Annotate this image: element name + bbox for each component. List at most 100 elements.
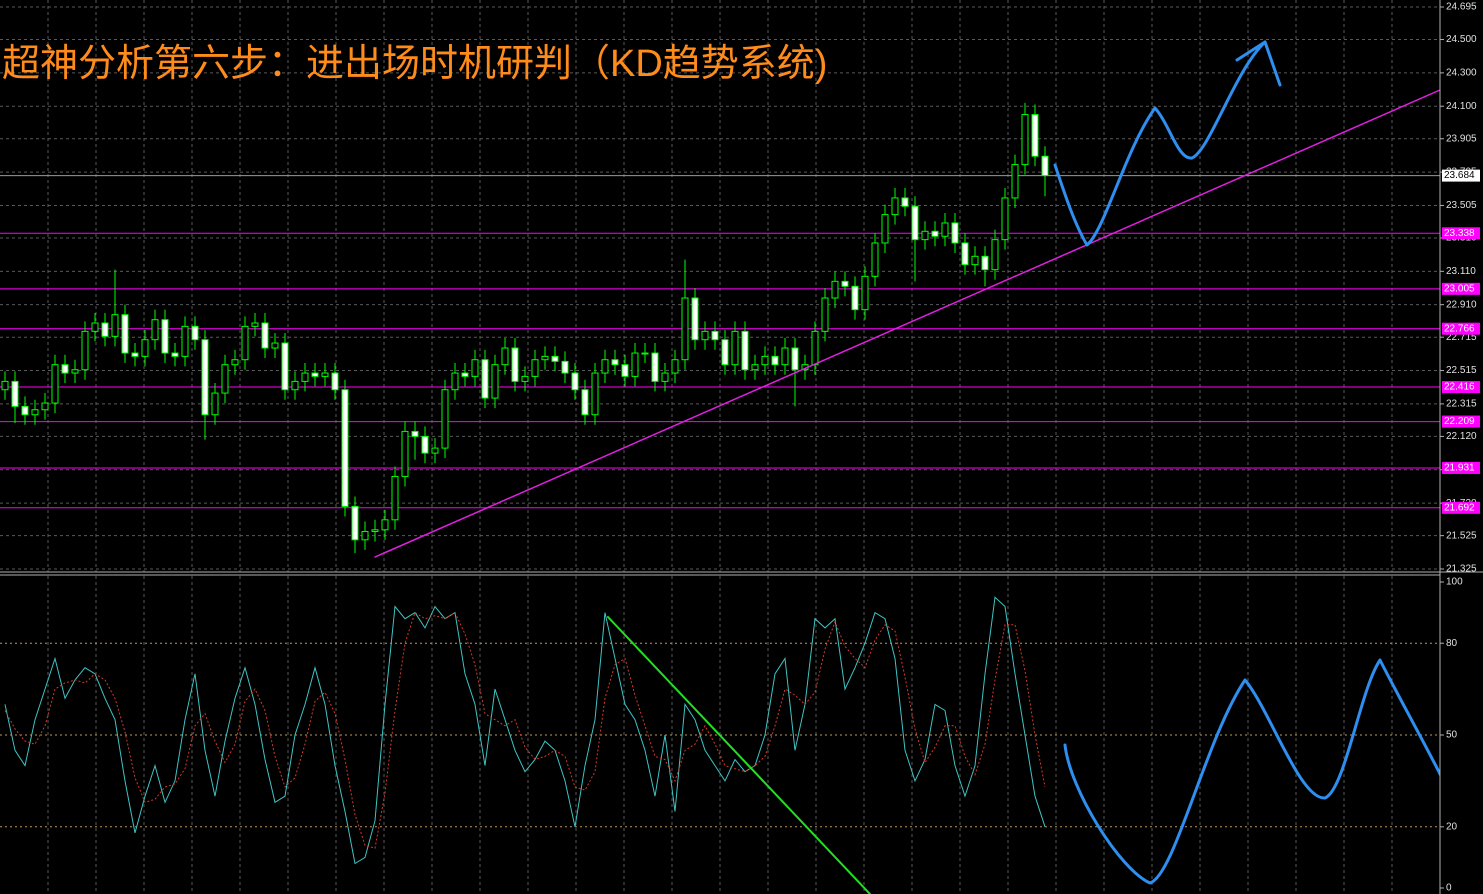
- candle-body: [691, 297, 699, 341]
- candle-body: [341, 389, 349, 507]
- candle-body: [971, 255, 979, 266]
- level-label: 21.692: [1444, 502, 1475, 513]
- level-tag: [1442, 461, 1480, 474]
- candle-body: [501, 347, 509, 366]
- candle-body: [891, 197, 899, 216]
- candle-body: [431, 447, 439, 454]
- candle-body: [641, 352, 649, 355]
- y-tick-label: 24.300: [1446, 68, 1477, 79]
- level-label: 23.005: [1444, 283, 1475, 294]
- trend-line: [374, 89, 1441, 558]
- candle-body: [321, 372, 329, 377]
- y-tick-label: 21.525: [1446, 530, 1477, 541]
- candle-body: [251, 322, 259, 327]
- candle-body: [601, 359, 609, 374]
- y-tick-label: 22.715: [1446, 332, 1477, 343]
- candle-body: [461, 372, 469, 377]
- candle-body: [221, 364, 229, 394]
- candle-body: [631, 352, 639, 377]
- candle-body: [141, 339, 149, 357]
- candle-body: [421, 435, 429, 454]
- candle-body: [941, 222, 949, 237]
- level-label: 22.766: [1444, 323, 1475, 334]
- y-tick-label: 0: [1446, 883, 1452, 894]
- levels: [0, 175, 1440, 509]
- last-price-tag: [1442, 169, 1480, 182]
- candle-body: [531, 359, 539, 377]
- candle-body: [451, 372, 459, 391]
- kd-trend-line: [607, 616, 871, 894]
- candle-body: [291, 380, 299, 391]
- candle-body: [401, 430, 409, 477]
- candle-body: [781, 347, 789, 366]
- drawings: [374, 40, 1467, 894]
- candle-body: [361, 530, 369, 541]
- candle-body: [211, 392, 219, 416]
- candle-body: [161, 319, 169, 354]
- candle-body: [201, 339, 209, 416]
- axis-background: [1440, 0, 1483, 894]
- candle-body: [561, 360, 569, 374]
- candle-body: [841, 280, 849, 287]
- candle-body: [711, 330, 719, 341]
- candle-body: [171, 352, 179, 357]
- candle-body: [951, 222, 959, 244]
- candle-body: [651, 352, 659, 382]
- y-tick-label: 20: [1446, 821, 1458, 832]
- candle-body: [131, 352, 139, 357]
- y-tick-label: 22.120: [1446, 431, 1477, 442]
- candle-body: [981, 255, 989, 271]
- y-tick-label: 24.100: [1446, 101, 1477, 112]
- candle-body: [151, 319, 159, 341]
- hand-drawing: [1053, 40, 1267, 247]
- candle-body: [411, 430, 419, 437]
- candle-body: [741, 330, 749, 371]
- y-tick-label: 100: [1446, 577, 1463, 588]
- candle-body: [811, 330, 819, 366]
- candle-body: [1001, 197, 1009, 241]
- y-tick-label: 23.505: [1446, 200, 1477, 211]
- candle-body: [611, 359, 619, 366]
- candle-body: [911, 205, 919, 241]
- y-tick-label: 24.695: [1446, 2, 1477, 13]
- candle-body: [241, 325, 249, 361]
- candle-body: [871, 242, 879, 277]
- candle-body: [571, 372, 579, 391]
- y-tick-label: 24.500: [1446, 34, 1477, 45]
- candle-body: [851, 285, 859, 311]
- candle-body: [1021, 114, 1029, 166]
- y-tick-label: 80: [1446, 638, 1458, 649]
- level-tag: [1442, 282, 1480, 295]
- y-tick-label: 22.315: [1446, 399, 1477, 410]
- candle-body: [541, 355, 549, 361]
- candle-body: [1, 380, 9, 391]
- level-label: 22.416: [1444, 382, 1475, 393]
- candle-body: [231, 359, 239, 366]
- candle-body: [301, 372, 309, 382]
- candle-body: [371, 529, 379, 532]
- candle-body: [861, 275, 869, 311]
- candle-body: [761, 355, 769, 366]
- candle-body: [101, 322, 109, 337]
- stochastic: [4, 596, 1046, 865]
- candle-body: [771, 355, 779, 366]
- candle-body: [71, 369, 79, 374]
- candle-body: [671, 359, 679, 374]
- candle-body: [271, 342, 279, 349]
- candle-body: [521, 375, 529, 382]
- grid: [0, 0, 1440, 894]
- candle-body: [681, 297, 689, 361]
- candle-body: [721, 339, 729, 366]
- candle-body: [1011, 164, 1019, 199]
- candle-body: [41, 402, 49, 411]
- candle-body: [181, 325, 189, 357]
- candle-body: [21, 405, 29, 416]
- candle-body: [381, 519, 389, 531]
- hand-arrow: [1235, 40, 1282, 87]
- level-tag: [1442, 381, 1480, 394]
- candle-body: [491, 364, 499, 399]
- candle-body: [191, 325, 199, 341]
